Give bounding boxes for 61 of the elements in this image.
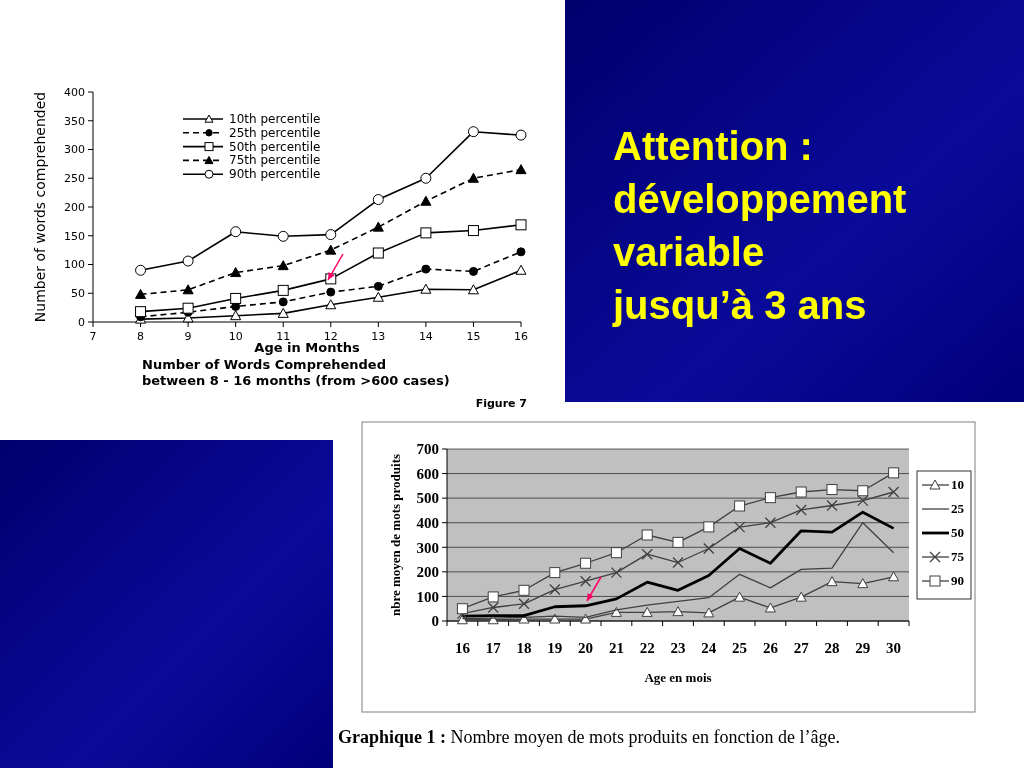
- y-tick-label: 250: [64, 172, 85, 186]
- x-tick-label: 13: [371, 330, 386, 343]
- x-tick-label: 26: [762, 640, 779, 656]
- x-tick-label: 29: [855, 640, 871, 656]
- x-tick-label: 15: [466, 330, 481, 343]
- y-tick-label: 700: [416, 441, 439, 458]
- x-axis-title: Age in Months: [254, 340, 360, 355]
- y-tick-label: 0: [78, 315, 85, 329]
- y-tick-label: 600: [416, 465, 439, 482]
- x-tick-label: 30: [886, 640, 902, 656]
- y-tick-label: 50: [71, 287, 85, 301]
- y-tick-label: 350: [64, 114, 85, 128]
- x-tick-label: 22: [639, 640, 655, 656]
- x-tick-label: 19: [547, 640, 563, 656]
- x-tick-label: 18: [516, 640, 532, 656]
- legend-label: 90: [951, 573, 964, 588]
- legend-label: 10th percentile: [229, 112, 321, 126]
- x-tick-label: 20: [578, 640, 594, 656]
- legend-label: 50: [951, 525, 964, 540]
- x-tick-label: 21: [608, 640, 624, 656]
- legend-label: 75: [951, 549, 965, 564]
- x-tick-label: 9: [184, 330, 192, 343]
- y-tick-label: 150: [64, 229, 85, 243]
- caption: Figure 7: [475, 397, 527, 410]
- x-tick-label: 27: [793, 640, 810, 656]
- y-tick-label: 0: [431, 613, 439, 630]
- y-tick-label: 100: [64, 258, 85, 272]
- x-tick-label: 8: [137, 330, 145, 343]
- y-tick-label: 300: [416, 539, 439, 556]
- x-tick-label: 14: [418, 330, 433, 343]
- x-tick-label: 25: [732, 640, 748, 656]
- y-tick-label: 400: [416, 514, 439, 531]
- legend-label: 90th percentile: [229, 167, 321, 182]
- x-tick-label: 7: [89, 330, 97, 343]
- y-tick-label: 200: [64, 200, 85, 214]
- x-tick-label: 16: [514, 330, 528, 343]
- text: Attention : développement variable jusqu’à 3 ans: [612, 124, 907, 327]
- y-axis-title: Number of words comprehended: [32, 91, 48, 323]
- y-tick-label: 300: [64, 143, 85, 157]
- x-tick-label: 17: [485, 640, 502, 656]
- text: between 8 - 16 months (from >600 cases): [142, 373, 450, 388]
- x-axis-title: Age en mois: [644, 670, 712, 685]
- y-tick-label: 400: [64, 85, 85, 99]
- x-tick-label: 12: [323, 330, 338, 343]
- x-tick-label: 23: [670, 640, 686, 656]
- x-tick-label: 16: [454, 640, 471, 656]
- y-tick-label: 500: [416, 490, 439, 507]
- x-tick-label: 24: [701, 640, 717, 656]
- y-axis-title: nbre moyen de mots produits: [388, 453, 403, 617]
- x-tick-label: 11: [276, 330, 291, 343]
- text: Number of Words Comprehended: [142, 357, 386, 372]
- legend-label: 50th percentile: [229, 139, 321, 154]
- text: Graphique 1 : Nombre moyen de mots produits en fonction de l’âge.: [338, 727, 840, 747]
- legend-label: 75th percentile: [229, 153, 321, 168]
- y-tick-label: 100: [416, 588, 439, 605]
- legend-label: 25: [951, 501, 965, 516]
- y-tick-label: 200: [416, 564, 439, 581]
- x-tick-label: 28: [824, 640, 840, 656]
- x-tick-label: 10: [228, 330, 243, 343]
- legend-label: 10: [951, 477, 964, 492]
- legend-label: 25th percentile: [229, 125, 321, 140]
